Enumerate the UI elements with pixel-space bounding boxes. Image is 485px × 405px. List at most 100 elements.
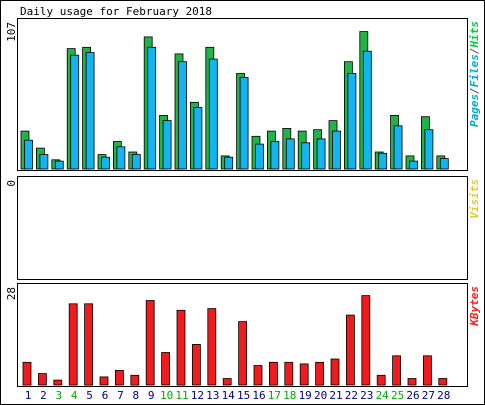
- bar-files-day-22: [347, 73, 357, 170]
- bar-kbytes-day-8: [130, 374, 140, 386]
- bar-kbytes-day-1: [22, 361, 32, 386]
- day-tick-label: 2: [40, 389, 47, 402]
- bar-files-day-3: [54, 160, 64, 170]
- bar-files-day-26: [409, 160, 418, 170]
- bar-kbytes-day-7: [115, 369, 124, 386]
- bar-files-day-27: [424, 129, 434, 170]
- bar-kbytes-day-20: [315, 361, 325, 386]
- panel-kbytes: 28 KBytes: [5, 283, 481, 387]
- axis-max-label-visits: 0: [5, 180, 18, 187]
- bar-files-day-9: [147, 46, 157, 170]
- bar-files-day-13: [208, 58, 218, 170]
- bar-kbytes-day-16: [253, 365, 263, 386]
- day-tick-label: 7: [117, 389, 124, 402]
- bar-kbytes-day-4: [68, 303, 78, 386]
- bar-kbytes-day-11: [176, 309, 186, 386]
- bar-kbytes-day-5: [84, 303, 93, 386]
- panel-label-part: Files: [468, 54, 481, 87]
- day-tick-label: 11: [175, 389, 188, 402]
- bar-kbytes-day-25: [392, 355, 402, 386]
- bar-files-day-18: [285, 138, 295, 170]
- bar-kbytes-day-18: [284, 361, 294, 386]
- bar-files-day-11: [178, 61, 187, 170]
- bar-files-day-10: [162, 120, 172, 170]
- panel-visits: 0 Visits: [5, 176, 481, 280]
- day-tick-label: 10: [160, 389, 173, 402]
- bar-files-day-17: [270, 141, 280, 170]
- bar-files-day-6: [101, 156, 110, 170]
- bar-files-day-4: [70, 54, 80, 170]
- bar-files-day-20: [316, 138, 326, 170]
- bar-kbytes-day-22: [345, 314, 355, 386]
- bar-kbytes-day-26: [407, 378, 417, 386]
- bar-kbytes-day-14: [222, 378, 232, 386]
- bar-files-day-19: [301, 142, 311, 170]
- bar-files-day-15: [239, 77, 249, 170]
- bar-kbytes-day-15: [238, 321, 248, 386]
- day-tick-label: 19: [299, 389, 312, 402]
- bar-kbytes-day-21: [330, 358, 340, 386]
- day-tick-label: 4: [71, 389, 78, 402]
- day-tick-label: 9: [148, 389, 155, 402]
- bar-files-day-1: [24, 139, 33, 170]
- day-tick-label: 22: [345, 389, 358, 402]
- day-tick-label: 21: [329, 389, 342, 402]
- bar-kbytes-day-10: [161, 352, 171, 386]
- bar-kbytes-day-24: [376, 374, 386, 386]
- day-tick-label: 27: [422, 389, 435, 402]
- panel-label-traffic: Pages/Files/Hits: [468, 21, 481, 127]
- panel-label-part: /: [468, 87, 481, 94]
- bar-kbytes-day-17: [268, 361, 278, 386]
- day-tick-label: 25: [391, 389, 404, 402]
- bar-files-day-2: [39, 154, 49, 170]
- day-tick-label: 15: [237, 389, 250, 402]
- bar-kbytes-day-2: [38, 373, 47, 386]
- panel-label-part: Visits: [468, 179, 481, 219]
- panel-label-kbytes: KBytes: [468, 286, 481, 327]
- day-tick-label: 17: [268, 389, 281, 402]
- bar-files-day-7: [116, 146, 126, 170]
- chart-title: Daily usage for February 2018: [20, 5, 212, 18]
- day-tick-label: 23: [360, 389, 373, 402]
- bar-files-day-8: [131, 154, 141, 170]
- day-tick-label: 12: [191, 389, 204, 402]
- day-tick-label: 6: [102, 389, 109, 402]
- day-tick-label: 20: [314, 389, 327, 402]
- day-tick-label: 13: [206, 389, 219, 402]
- panel-label-visits: Visits: [468, 179, 481, 219]
- bar-files-day-24: [378, 152, 388, 170]
- day-tick-label: 8: [132, 389, 139, 402]
- bar-files-day-21: [332, 130, 341, 170]
- bar-kbytes-day-19: [299, 363, 309, 386]
- day-tick-label: 18: [283, 389, 296, 402]
- bar-kbytes-day-12: [191, 343, 201, 386]
- panel-label-part: Pages: [468, 94, 481, 127]
- bar-files-day-5: [85, 52, 95, 170]
- bar-kbytes-day-9: [145, 300, 155, 386]
- bar-kbytes-day-3: [53, 379, 63, 386]
- bar-kbytes-day-6: [99, 376, 109, 386]
- panel-label-part: KBytes: [468, 286, 481, 327]
- bar-files-day-25: [393, 125, 403, 170]
- day-tick-label: 5: [86, 389, 93, 402]
- bar-files-day-28: [439, 158, 449, 170]
- bar-files-day-14: [224, 156, 234, 170]
- day-tick-label: 3: [55, 389, 62, 402]
- bar-kbytes-day-27: [422, 355, 432, 386]
- day-tick-label: 1: [25, 389, 32, 402]
- day-tick-label: 24: [376, 389, 390, 402]
- bar-kbytes-day-13: [207, 308, 217, 386]
- day-tick-label: 16: [252, 389, 265, 402]
- bar-kbytes-day-23: [361, 295, 371, 386]
- axis-max-label-kbytes: 28: [5, 287, 18, 300]
- panel-label-part: Hits: [468, 21, 481, 49]
- day-tick-label: 26: [406, 389, 419, 402]
- bar-files-day-23: [362, 50, 372, 170]
- day-tick-label: 28: [437, 389, 450, 402]
- axis-max-label-traffic: 107: [5, 22, 18, 42]
- day-tick-label: 14: [222, 389, 236, 402]
- panel-frame-visits: [17, 176, 468, 280]
- panel-label-part: /: [468, 48, 481, 55]
